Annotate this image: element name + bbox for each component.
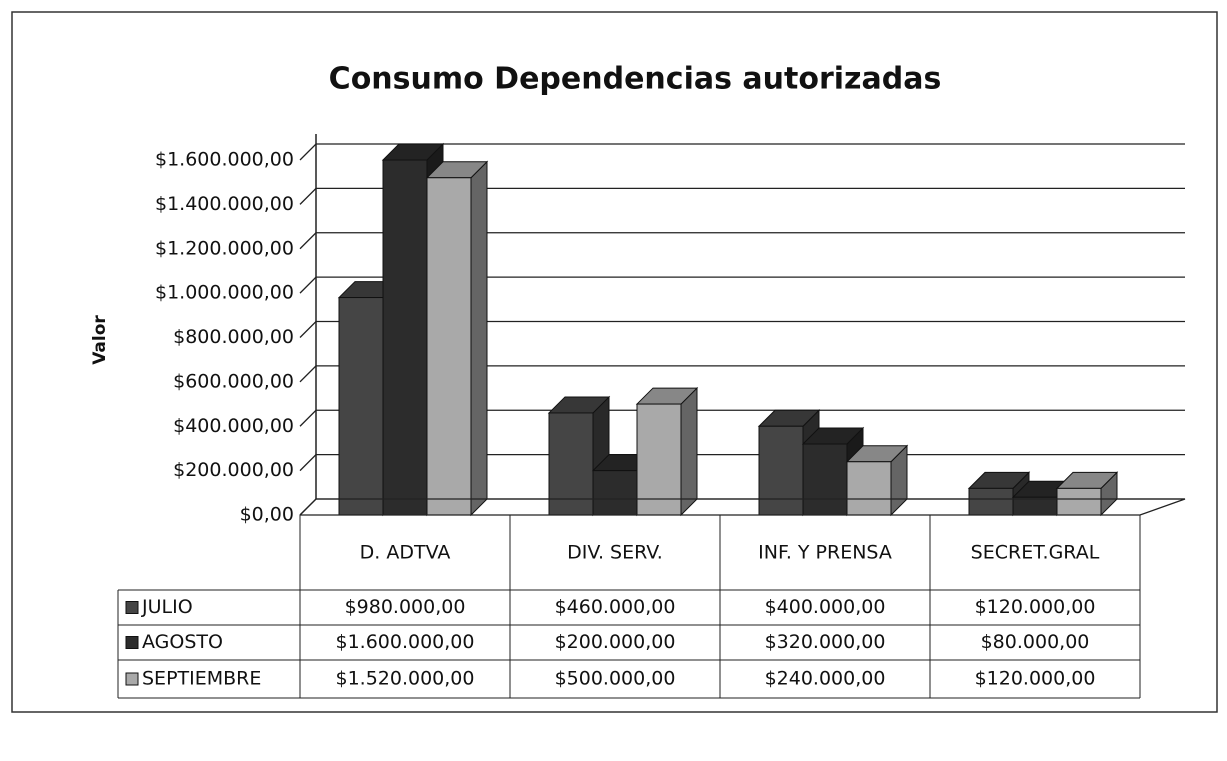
bar — [338, 297, 384, 516]
bar — [636, 403, 682, 516]
chart-frame — [11, 11, 1218, 713]
table-value: $320.000,00 — [765, 631, 886, 653]
grid-line — [299, 232, 1185, 250]
table-value: $200.000,00 — [555, 631, 676, 653]
floor — [299, 498, 1186, 516]
table-value: $240.000,00 — [765, 668, 886, 690]
bar — [382, 159, 428, 516]
table-value: $400.000,00 — [765, 596, 886, 618]
bar — [802, 443, 848, 516]
legend-key — [125, 601, 139, 614]
y-tick-label: $1.200.000,00 — [155, 237, 294, 259]
y-tick-label: $1.400.000,00 — [155, 193, 294, 215]
y-axis-label: Valor — [90, 315, 110, 365]
table-value: $460.000,00 — [555, 596, 676, 618]
bar-side — [470, 160, 488, 517]
y-tick-label: $800.000,00 — [173, 326, 294, 348]
x-tick-label: DIV. SERV. — [567, 542, 663, 564]
y-tick-label: $1.600.000,00 — [155, 149, 294, 171]
table-value: $80.000,00 — [981, 631, 1090, 653]
bar — [592, 470, 638, 516]
y-tick-label: $1.000.000,00 — [155, 282, 294, 304]
table-value: $500.000,00 — [555, 668, 676, 690]
bar — [1056, 487, 1102, 516]
table-value: $1.520.000,00 — [335, 668, 474, 690]
bar — [426, 177, 472, 516]
legend-key — [125, 636, 139, 649]
legend-label: JULIO — [141, 596, 193, 618]
x-tick-label: SECRET.GRAL — [971, 542, 1100, 564]
chart-title: Consumo Dependencias autorizadas — [329, 62, 942, 97]
table-value: $1.600.000,00 — [335, 631, 474, 653]
grid-line — [299, 409, 1185, 427]
y-tick-label: $200.000,00 — [173, 459, 294, 481]
bar — [548, 412, 594, 516]
bar — [1012, 496, 1058, 516]
table-value: $980.000,00 — [345, 596, 466, 618]
bar-side — [680, 386, 698, 517]
y-tick-label: $600.000,00 — [173, 370, 294, 392]
table-value: $120.000,00 — [975, 668, 1096, 690]
grid-line — [299, 320, 1185, 338]
grid-line — [299, 187, 1185, 205]
legend-key — [125, 672, 139, 686]
legend-label: SEPTIEMBRE — [142, 668, 261, 690]
bar — [758, 425, 804, 516]
bar — [846, 461, 892, 516]
grid-line — [299, 276, 1185, 294]
legend-label: AGOSTO — [142, 631, 223, 653]
table-value: $120.000,00 — [975, 596, 1096, 618]
bar — [968, 487, 1014, 516]
x-tick-label: INF. Y PRENSA — [758, 542, 892, 564]
grid-line — [299, 143, 1185, 161]
y-tick-label: $0,00 — [240, 504, 294, 526]
x-tick-label: D. ADTVA — [360, 542, 451, 564]
grid-line — [299, 365, 1185, 383]
y-tick-label: $400.000,00 — [173, 415, 294, 437]
